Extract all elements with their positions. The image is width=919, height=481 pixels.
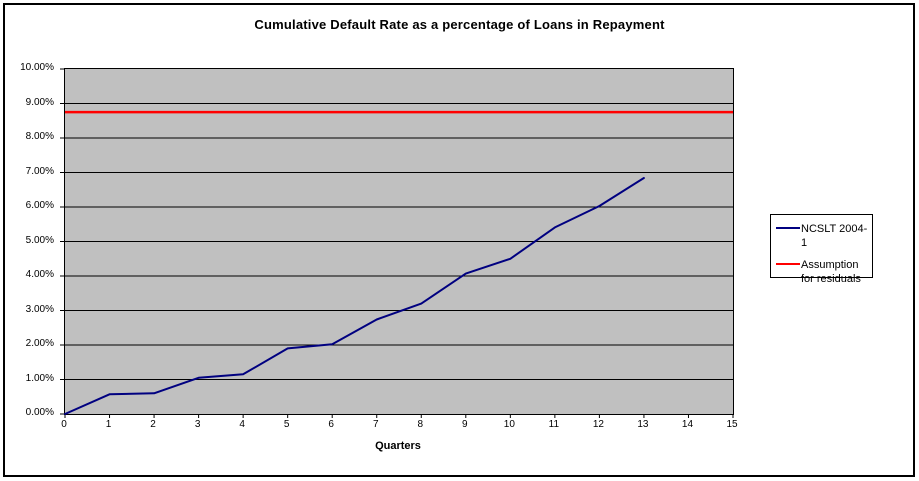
x-tick-label: 7 [372,419,379,430]
legend: NCSLT 2004-1 Assumption for residuals [770,214,873,285]
x-tick-label: 13 [637,419,649,430]
x-tick-label: 3 [194,419,201,430]
y-tick-label: 2.00% [25,338,54,349]
x-tick-label: 15 [726,419,738,430]
y-tick-label: 8.00% [25,131,54,142]
x-tick-label: 0 [61,419,67,430]
y-tick-label: 4.00% [25,269,54,280]
chart-title: Cumulative Default Rate as a percentage … [254,17,665,32]
legend-entry-assumption: Assumption for residuals [776,258,869,286]
chart-border [3,3,915,477]
legend-line-sample-assumption [776,263,800,265]
y-tick-label: 9.00% [25,96,54,108]
x-axis-title: Quarters [375,440,421,452]
x-tick-label: 9 [462,419,468,430]
x-tick-label: 11 [548,419,560,430]
plot-area [60,68,734,418]
legend-label-assumption: Assumption for residuals [801,259,861,285]
x-tick-label: 5 [283,419,290,430]
y-tick-label: 0.00% [25,407,54,418]
legend-line-sample-ncslt [776,227,800,229]
series-line-ncslt [64,177,645,415]
y-tick-label: 7.00% [25,165,54,177]
y-tick-label: 6.00% [25,200,54,211]
y-tick-label: 1.00% [25,372,54,384]
x-tick-label: 1 [105,419,112,430]
x-tick-label: 12 [592,419,604,430]
y-tick-label: 5.00% [25,234,54,246]
x-tick-label: 6 [328,419,334,430]
x-tick-label: 10 [503,419,515,430]
legend-entry-ncslt: NCSLT 2004-1 [776,222,869,250]
x-tick-label: 4 [239,419,245,430]
y-tick-label: 3.00% [25,303,54,315]
y-tick-label: 10.00% [20,62,54,73]
x-tick-label: 8 [417,419,424,430]
x-tick-label: 2 [150,419,156,430]
plot-svg [60,68,734,418]
x-tick-label: 14 [681,419,694,430]
legend-label-ncslt: NCSLT 2004-1 [801,223,868,249]
